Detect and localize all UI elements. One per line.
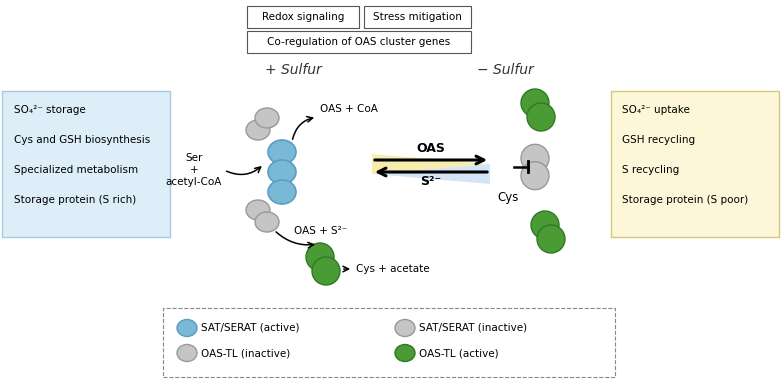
- Text: OAS: OAS: [417, 142, 446, 155]
- FancyBboxPatch shape: [2, 91, 170, 237]
- Ellipse shape: [521, 144, 549, 172]
- Ellipse shape: [246, 120, 270, 140]
- Ellipse shape: [395, 345, 415, 361]
- Text: Stress mitigation: Stress mitigation: [373, 12, 462, 22]
- Ellipse shape: [255, 108, 279, 128]
- FancyBboxPatch shape: [611, 91, 779, 237]
- Text: Cys and GSH biosynthesis: Cys and GSH biosynthesis: [14, 135, 150, 145]
- Text: OAS-TL (active): OAS-TL (active): [419, 348, 499, 358]
- Ellipse shape: [255, 212, 279, 232]
- Ellipse shape: [521, 89, 549, 117]
- Text: SAT/SERAT (active): SAT/SERAT (active): [201, 323, 300, 333]
- Text: − Sulfur: − Sulfur: [476, 63, 533, 77]
- Ellipse shape: [246, 200, 270, 220]
- Text: S recycling: S recycling: [622, 165, 680, 175]
- FancyBboxPatch shape: [364, 6, 471, 28]
- Ellipse shape: [521, 162, 549, 190]
- Text: Cys + acetate: Cys + acetate: [356, 264, 429, 274]
- Text: OAS + CoA: OAS + CoA: [320, 104, 378, 114]
- Text: SO₄²⁻ uptake: SO₄²⁻ uptake: [622, 105, 690, 115]
- Text: Redox signaling: Redox signaling: [262, 12, 344, 22]
- Text: SO₄²⁻ storage: SO₄²⁻ storage: [14, 105, 86, 115]
- Ellipse shape: [395, 319, 415, 337]
- Ellipse shape: [268, 140, 296, 164]
- FancyBboxPatch shape: [247, 31, 471, 53]
- Ellipse shape: [268, 180, 296, 204]
- Text: SAT/SERAT (inactive): SAT/SERAT (inactive): [419, 323, 527, 333]
- Ellipse shape: [312, 257, 340, 285]
- Text: Storage protein (S poor): Storage protein (S poor): [622, 195, 748, 205]
- Ellipse shape: [177, 319, 197, 337]
- Ellipse shape: [177, 345, 197, 361]
- Text: Storage protein (S rich): Storage protein (S rich): [14, 195, 136, 205]
- FancyBboxPatch shape: [163, 308, 615, 377]
- Text: Specialized metabolism: Specialized metabolism: [14, 165, 138, 175]
- Ellipse shape: [268, 160, 296, 184]
- Text: S²⁻: S²⁻: [421, 175, 442, 188]
- Text: GSH recycling: GSH recycling: [622, 135, 695, 145]
- Polygon shape: [372, 164, 490, 184]
- Ellipse shape: [527, 103, 555, 131]
- Polygon shape: [372, 154, 490, 174]
- Text: + Sulfur: + Sulfur: [264, 63, 321, 77]
- Ellipse shape: [531, 211, 559, 239]
- Text: Cys: Cys: [497, 191, 518, 204]
- Text: OAS-TL (inactive): OAS-TL (inactive): [201, 348, 290, 358]
- FancyBboxPatch shape: [247, 6, 359, 28]
- Text: OAS + S²⁻: OAS + S²⁻: [294, 226, 347, 236]
- Text: Co-regulation of OAS cluster genes: Co-regulation of OAS cluster genes: [267, 37, 450, 47]
- Text: Ser
+
acetyl-CoA: Ser + acetyl-CoA: [166, 152, 222, 188]
- Ellipse shape: [306, 243, 334, 271]
- Ellipse shape: [537, 225, 565, 253]
